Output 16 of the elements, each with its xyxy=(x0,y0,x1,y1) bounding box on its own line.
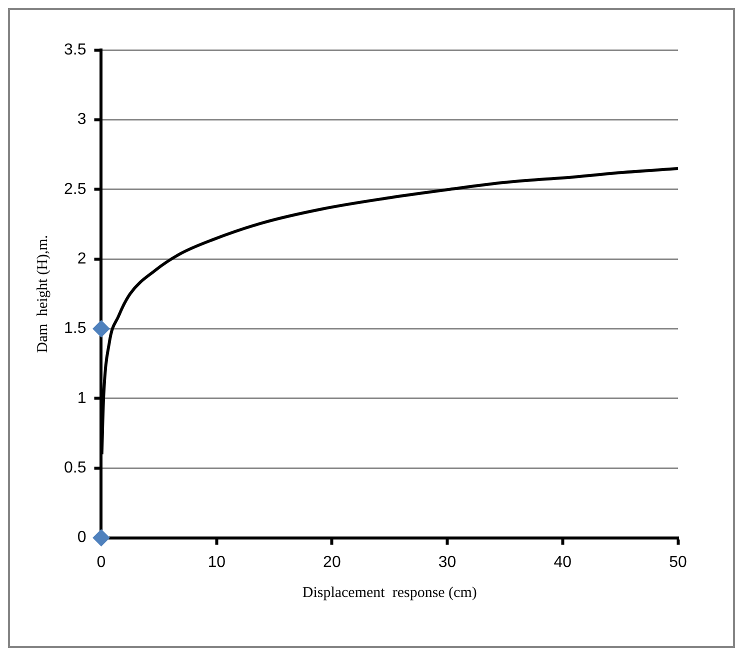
x-tick-label: 30 xyxy=(438,554,456,571)
y-tick-label: 1 xyxy=(77,390,86,407)
x-tick-label: 20 xyxy=(323,554,341,571)
x-tick-label: 40 xyxy=(554,554,572,571)
y-axis-title: Dam height (H),m. xyxy=(34,234,51,353)
y-tick-label: 2.5 xyxy=(64,180,86,198)
y-tick-label: 2 xyxy=(77,250,86,268)
x-tick-label: 0 xyxy=(96,554,106,571)
x-tick-label: 10 xyxy=(208,554,226,571)
y-tick-label: 3.5 xyxy=(64,41,86,58)
x-tick-label: 50 xyxy=(669,554,687,571)
y-tick-label: 1.5 xyxy=(64,320,86,338)
y-tick-label: 0 xyxy=(77,529,86,546)
y-tick-label: 3 xyxy=(77,111,86,128)
y-tick-label: 0.5 xyxy=(64,460,86,477)
x-axis-title: Displacement response (cm) xyxy=(302,584,477,601)
